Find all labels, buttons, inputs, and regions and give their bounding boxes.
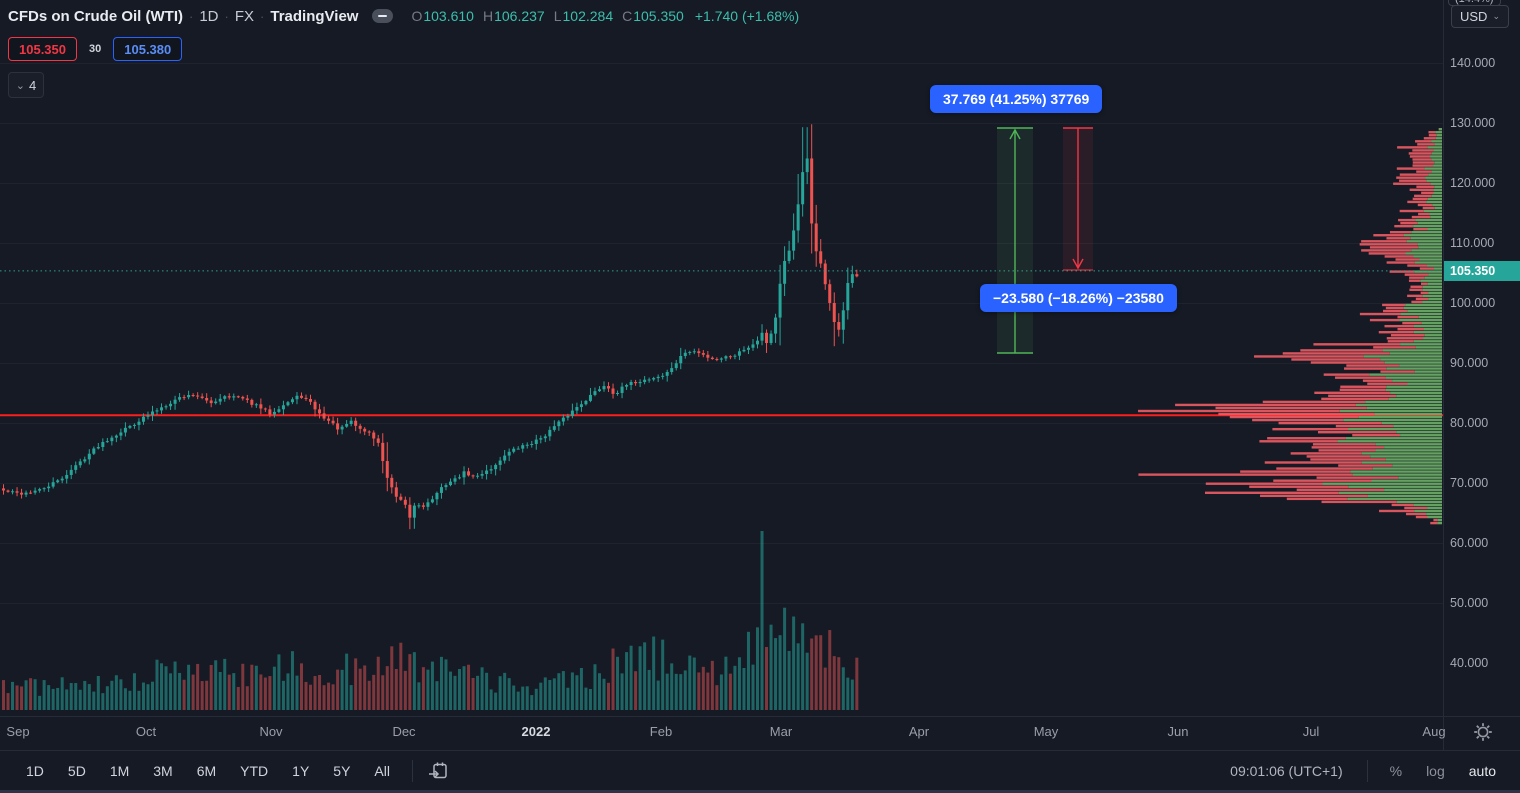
time-axis[interactable]: Sep Oct Nov Dec 2022 Feb Mar Apr May Jun Jul Aug xyxy=(0,717,1446,750)
range-button-1y[interactable]: 1Y xyxy=(292,762,310,779)
volume-bars xyxy=(2,531,859,710)
price-tick-label: 110.000 xyxy=(1450,236,1495,250)
buy-sell-widget: 105.350 30 105.380 xyxy=(8,37,183,61)
range-button-1d[interactable]: 1D xyxy=(26,762,44,779)
range-button-5y[interactable]: 5Y xyxy=(333,762,351,779)
hide-indicator-icon[interactable] xyxy=(372,9,394,23)
open-value: 103.610 xyxy=(423,8,474,24)
price-tick-label: 70.000 xyxy=(1450,476,1489,490)
ohlc-values: O103.610 H106.237 L102.284 C105.350 +1.7… xyxy=(411,8,800,24)
date-range-buttons: 1D 5D 1M 3M 6M YTD 1Y 5Y All xyxy=(14,759,402,783)
price-tick-label: 60.000 xyxy=(1450,536,1489,550)
price-tick-label: 100.000 xyxy=(1450,296,1496,310)
log-scale-button[interactable]: log xyxy=(1426,762,1445,779)
time-tick-label-nov: Nov xyxy=(259,724,283,739)
toolbar-separator xyxy=(1366,759,1368,782)
go-to-date-icon[interactable] xyxy=(423,758,453,784)
price-tick-label: 120.000 xyxy=(1450,176,1496,190)
object-count: 4 xyxy=(28,77,37,93)
exchange-label: FX xyxy=(234,7,255,25)
time-tick-label-apr: Apr xyxy=(908,724,930,739)
candlesticks xyxy=(2,124,859,530)
sell-button[interactable]: 105.350 xyxy=(8,37,77,61)
brand-label[interactable]: TradingView xyxy=(270,7,359,25)
percent-scale-button[interactable]: % xyxy=(1389,762,1403,779)
range-button-5d[interactable]: 5D xyxy=(67,762,86,779)
grid-lines xyxy=(0,63,1443,604)
time-tick-label-jul: Jul xyxy=(1302,724,1320,739)
price-tick-label: 90.000 xyxy=(1450,356,1489,370)
time-tick-label-sep: Sep xyxy=(6,724,30,739)
toolbar-right-group: 09:01:06 (UTC+1) % log auto xyxy=(1216,759,1508,783)
object-tree-collapse-button[interactable]: ⌄ 4 xyxy=(8,72,44,98)
low-value: 102.284 xyxy=(562,8,614,24)
axis-settings-gear-icon[interactable] xyxy=(1470,719,1496,745)
range-button-6m[interactable]: 6M xyxy=(196,762,217,779)
range-button-ytd[interactable]: YTD xyxy=(240,762,269,779)
toolbar-separator xyxy=(411,759,413,782)
separator-dot: · xyxy=(260,8,265,24)
price-range-measure-tools[interactable] xyxy=(997,127,1093,354)
price-tick-label: 40.000 xyxy=(1450,656,1489,670)
price-tick-label: 130.000 xyxy=(1450,116,1496,130)
chevron-down-icon: ⌄ xyxy=(1492,11,1500,21)
time-tick-label-mar: Mar xyxy=(769,724,793,739)
buy-button[interactable]: 105.380 xyxy=(113,37,183,61)
volume-profile xyxy=(1138,128,1442,525)
change-value: +1.740 (+1.68%) xyxy=(694,8,800,24)
measure-down-label[interactable]: −23.580 (−18.26%) −23580 xyxy=(980,284,1177,312)
auto-scale-button[interactable]: auto xyxy=(1468,762,1496,779)
price-tick-label: 80.000 xyxy=(1450,416,1489,430)
current-price-axis-label: 105.350 xyxy=(1444,260,1520,281)
time-tick-label-dec: Dec xyxy=(392,724,416,739)
time-tick-label-feb: Feb xyxy=(649,724,673,739)
interval-label[interactable]: 1D xyxy=(199,7,219,25)
currency-dropdown[interactable]: USD ⌄ xyxy=(1451,5,1509,28)
range-button-3m[interactable]: 3M xyxy=(153,762,173,779)
window-bottom-strip xyxy=(0,790,1520,793)
clock[interactable]: 09:01:06 (UTC+1) xyxy=(1230,762,1343,779)
price-tick-label: 140.000 xyxy=(1450,56,1496,70)
separator-dot: · xyxy=(224,8,229,24)
price-chart-canvas[interactable] xyxy=(0,0,1443,716)
chart-legend: CFDs on Crude Oil (WTI) · 1D · FX · Trad… xyxy=(8,5,799,27)
chevron-down-icon: ⌄ xyxy=(15,79,25,92)
time-tick-label-jun: Jun xyxy=(1167,724,1189,739)
spread-value: 30 xyxy=(89,43,102,55)
close-value: 105.350 xyxy=(633,8,684,24)
time-axis-divider xyxy=(0,716,1520,717)
price-axis[interactable]: (14.4%) USD ⌄ 140.000130.000120.000110.0… xyxy=(1444,0,1520,716)
measure-up-label[interactable]: 37.769 (41.25%) 37769 xyxy=(930,85,1103,113)
range-button-all[interactable]: All xyxy=(374,762,390,779)
time-tick-label-oct: Oct xyxy=(135,724,157,739)
price-axis-divider xyxy=(1443,0,1444,750)
toolbar-divider xyxy=(0,750,1520,751)
time-tick-label-aug: Aug xyxy=(1422,724,1446,739)
separator-dot: · xyxy=(188,8,194,24)
bottom-toolbar: 1D 5D 1M 3M 6M YTD 1Y 5Y All 09:01:06 (UTC+1) % … xyxy=(0,751,1520,790)
time-tick-label-2022: 2022 xyxy=(521,724,551,739)
symbol-title[interactable]: CFDs on Crude Oil (WTI) xyxy=(8,7,183,25)
time-tick-label-may: May xyxy=(1033,724,1059,739)
range-button-1m[interactable]: 1M xyxy=(109,762,130,779)
price-tick-label: 50.000 xyxy=(1450,596,1489,610)
high-value: 106.237 xyxy=(494,8,545,24)
